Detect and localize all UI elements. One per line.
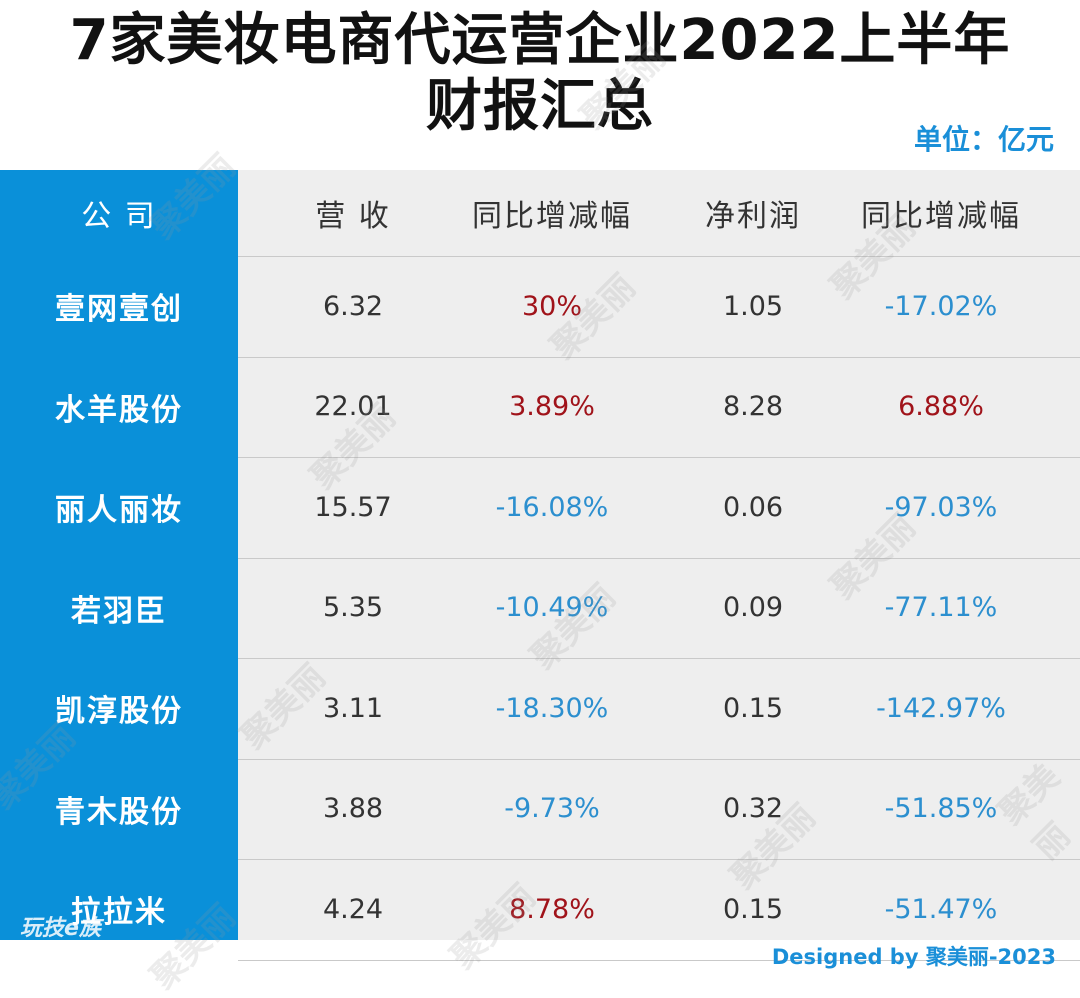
table-row: 丽人丽妆 15.57 -16.08% 0.06 -97.03% [0, 457, 1080, 557]
brand-logo: 玩技e族 [20, 916, 101, 941]
company-name: 丽人丽妆 [55, 493, 183, 528]
revenue-value: 4.24 [322, 893, 384, 925]
revenue-yoy-value: 8.78% [509, 893, 595, 925]
revenue-yoy-value: -16.08% [495, 491, 609, 523]
company-name: 拉拉米 [71, 895, 167, 930]
row-divider [238, 256, 1080, 257]
company-name: 壹网壹创 [55, 292, 183, 327]
financial-table: 公 司 营 收 同比增减幅 净利润 同比增减幅 壹网壹创 6.32 30% 1.05 -… [0, 170, 1080, 961]
table-header-row: 公 司 营 收 同比增减幅 净利润 同比增减幅 [0, 170, 1080, 256]
revenue-value: 22.01 [314, 391, 392, 422]
net-profit-value: 1.05 [722, 290, 784, 322]
company-name: 凯淳股份 [55, 694, 183, 729]
row-divider [238, 859, 1080, 860]
net-profit-value: 8.28 [722, 391, 784, 422]
header-company: 公 司 [81, 199, 157, 234]
revenue-value: 3.88 [322, 793, 384, 824]
net-profit-value: 0.15 [722, 692, 784, 724]
row-divider [238, 557, 1080, 559]
page-title-line-2: 财报汇总 [426, 74, 654, 139]
revenue-yoy-value: -9.73% [504, 793, 600, 824]
page-title-line-1: 7家美妆电商代运营企业2022上半年 [69, 8, 1011, 73]
revenue-yoy-value: 3.89% [509, 391, 595, 422]
header-revenue: 营 收 [315, 199, 391, 234]
company-column-background [0, 170, 238, 940]
row-divider [238, 658, 1080, 659]
company-name: 水羊股份 [55, 392, 183, 428]
table-row: 凯淳股份 3.11 -18.30% 0.15 -142.97% [0, 658, 1080, 758]
header-revenue-yoy: 同比增减幅 [472, 199, 632, 234]
net-profit-value: 0.32 [722, 793, 784, 824]
header-net-profit: 净利润 [705, 199, 801, 234]
header-profit-yoy: 同比增减幅 [861, 199, 1021, 234]
revenue-value: 3.11 [322, 692, 384, 724]
row-divider [238, 758, 1080, 760]
profit-yoy-value: -77.11% [884, 592, 998, 623]
row-divider [238, 356, 1080, 358]
revenue-value: 5.35 [322, 592, 384, 623]
revenue-value: 6.32 [322, 290, 384, 322]
revenue-yoy-value: 30% [521, 290, 582, 322]
table-row: 壹网壹创 6.32 30% 1.05 -17.02% [0, 256, 1080, 356]
profit-yoy-value: -97.03% [884, 491, 998, 523]
table-row: 拉拉米 4.24 8.78% 0.15 -51.47% [0, 859, 1080, 959]
net-profit-value: 0.09 [722, 592, 784, 623]
net-profit-value: 0.06 [722, 491, 784, 523]
row-divider [238, 457, 1080, 458]
row-divider [238, 959, 1080, 961]
profit-yoy-value: -51.47% [884, 893, 998, 925]
profit-yoy-value: 6.88% [898, 391, 984, 422]
profit-yoy-value: -142.97% [876, 692, 1006, 724]
table-row: 水羊股份 22.01 3.89% 8.28 6.88% [0, 357, 1080, 457]
page-title: 7家美妆电商代运营企业2022上半年 财报汇总 [0, 8, 1080, 140]
company-name: 青木股份 [55, 794, 183, 830]
unit-label: 单位：亿元 [913, 123, 1054, 156]
profit-yoy-value: -17.02% [884, 290, 998, 322]
revenue-value: 15.57 [314, 491, 392, 523]
table-row: 青木股份 3.88 -9.73% 0.32 -51.85% [0, 759, 1080, 859]
designer-credit: Designed by 聚美丽-2023 [771, 945, 1056, 969]
company-name: 若羽臣 [71, 593, 167, 629]
revenue-yoy-value: -18.30% [495, 692, 609, 724]
net-profit-value: 0.15 [722, 893, 784, 925]
revenue-yoy-value: -10.49% [495, 592, 609, 623]
profit-yoy-value: -51.85% [884, 793, 998, 824]
table-row: 若羽臣 5.35 -10.49% 0.09 -77.11% [0, 558, 1080, 658]
